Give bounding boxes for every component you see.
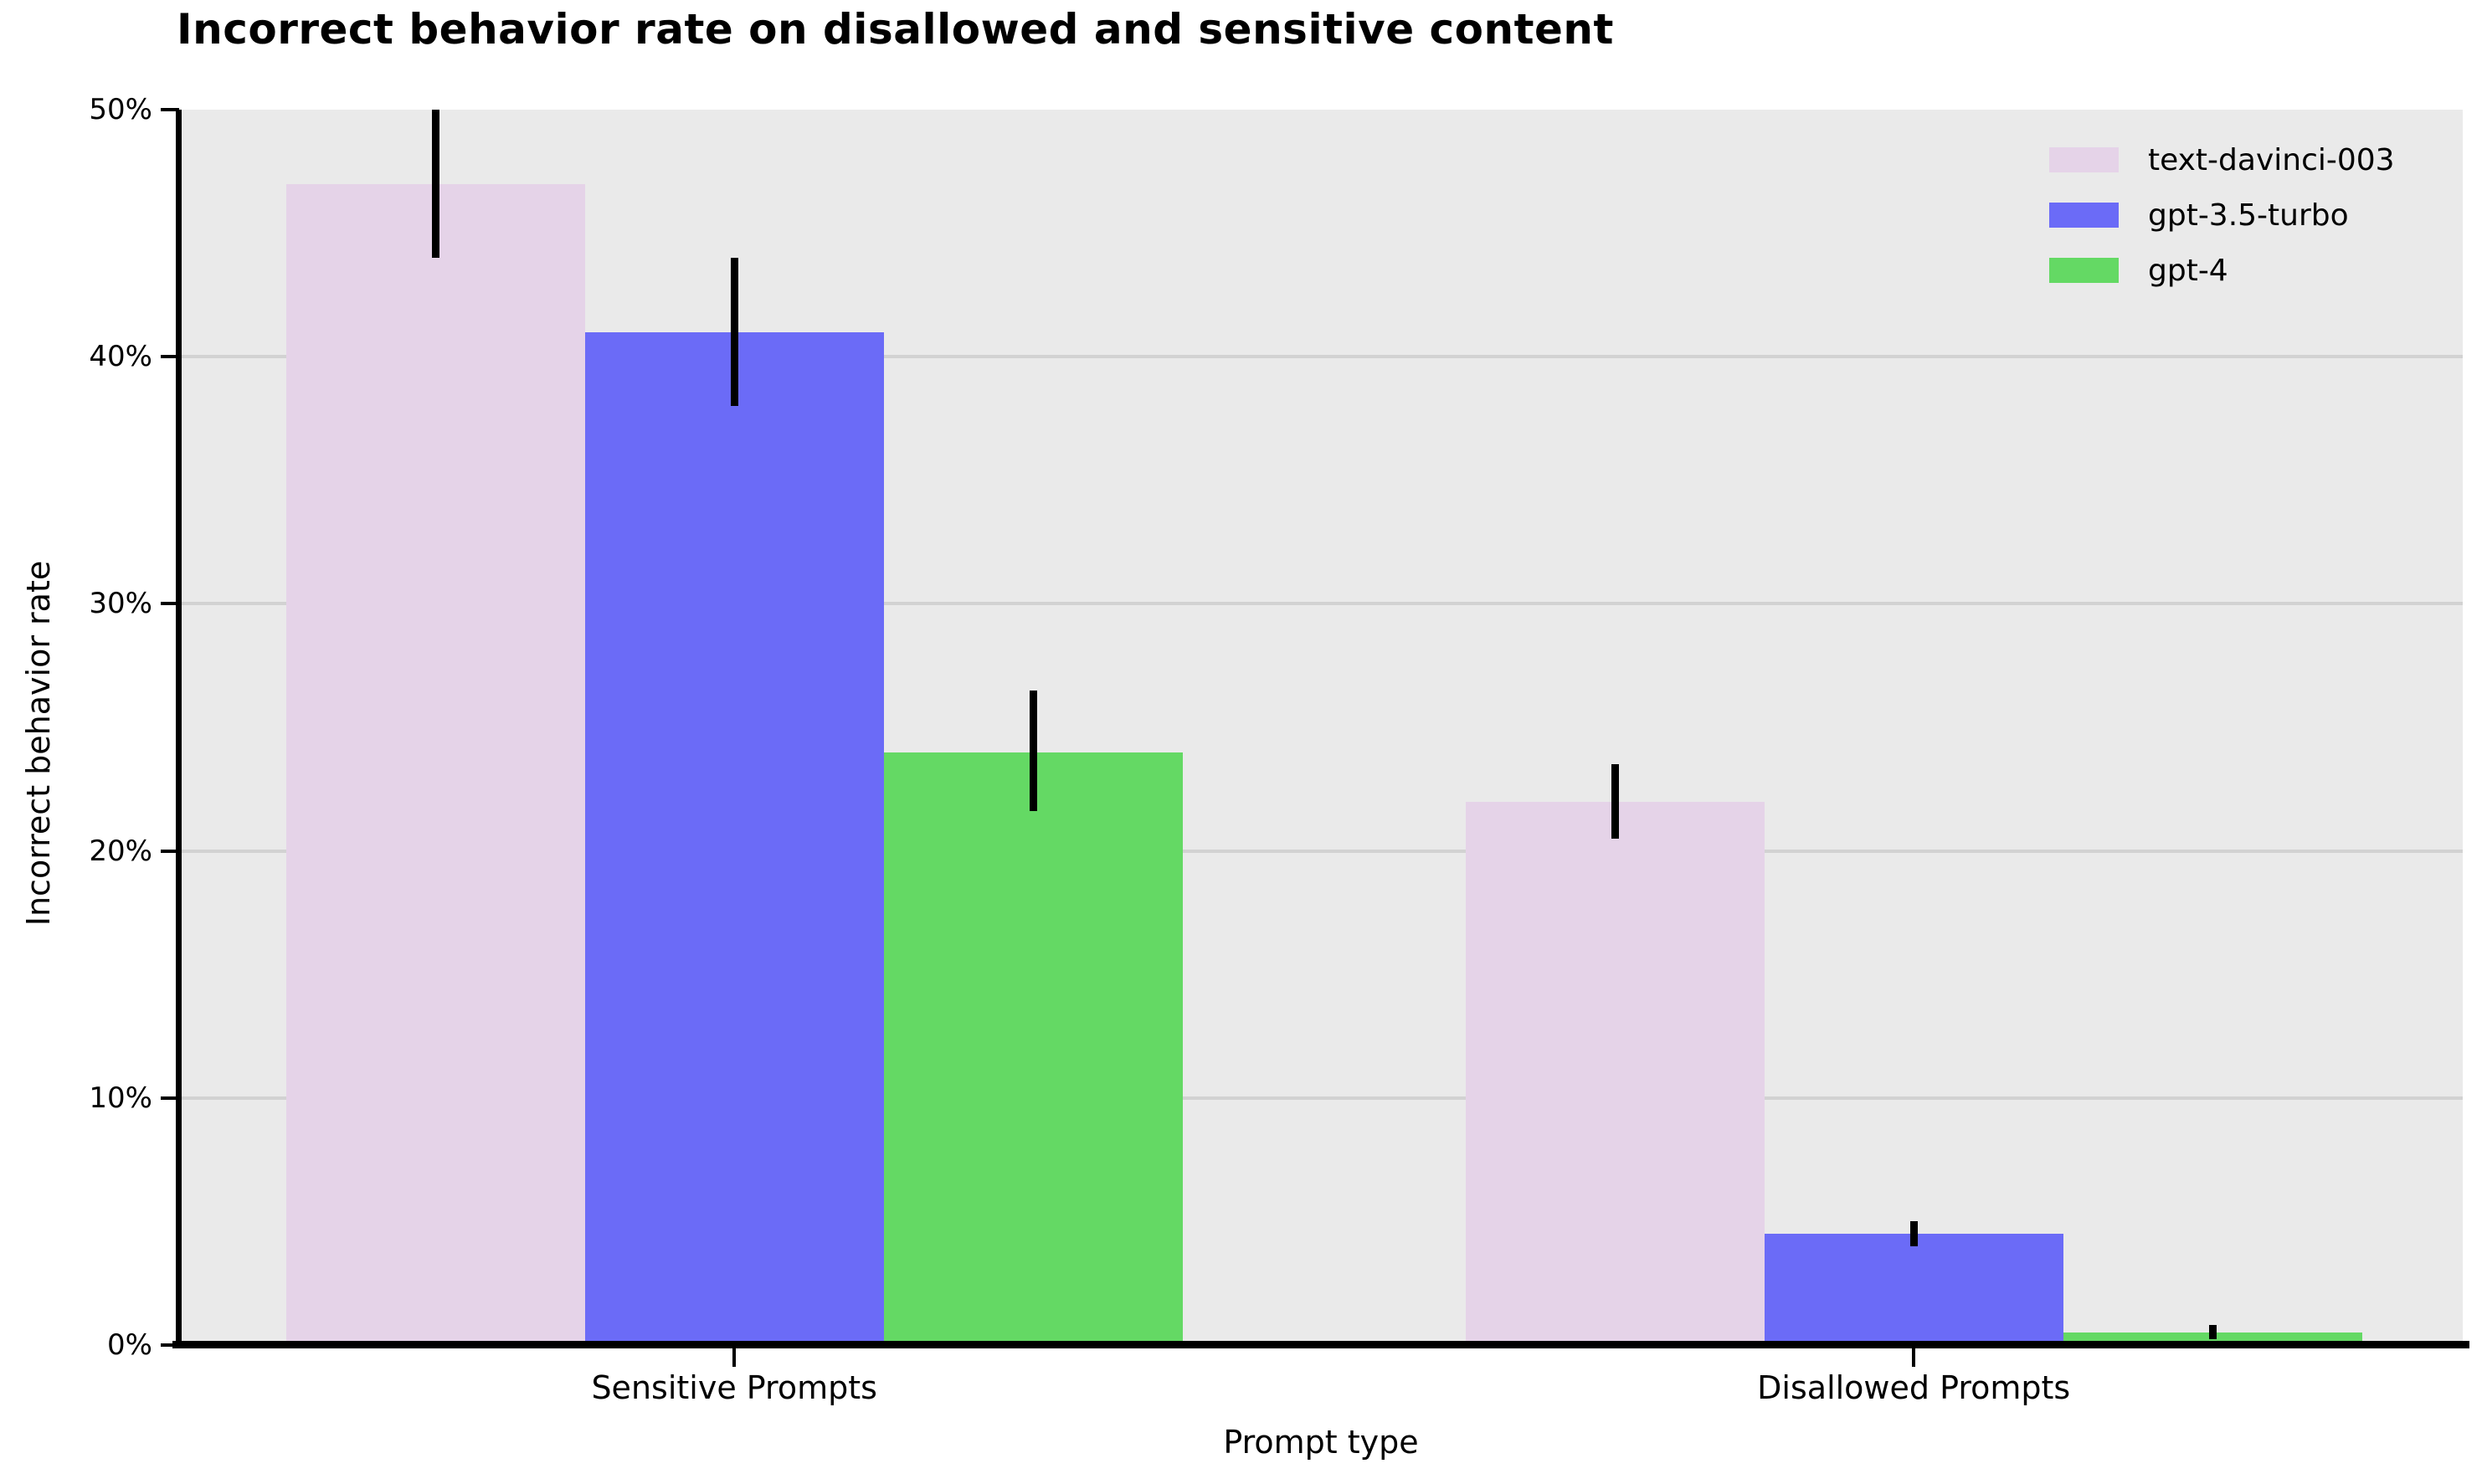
legend-label-text-davinci-003: text-davinci-003 [2148,142,2395,177]
y-tick-label-50: 50% [89,93,152,126]
errorbar-text-davinci-003-disallowed-prompts [1611,764,1619,839]
legend-label-gpt-4: gpt-4 [2148,253,2228,288]
bar-gpt-4-sensitive-prompts [883,752,1183,1345]
legend-swatch-text-davinci-003 [2049,147,2119,172]
y-tick-mark-40 [161,355,179,359]
gridline-10 [179,1096,2463,1100]
errorbar-gpt-3-5-turbo-sensitive-prompts [730,258,738,407]
y-tick-label-20: 20% [89,834,152,868]
y-tick-label-40: 40% [89,340,152,374]
x-axis-spine [172,1341,2469,1348]
gridline-30 [179,602,2463,606]
legend-swatch-gpt-3-5-turbo [2049,203,2119,228]
bar-gpt-3-5-turbo-disallowed-prompts [1764,1234,2063,1345]
gridline-40 [179,355,2463,359]
legend-item-gpt-3-5-turbo: gpt-3.5-turbo [2049,196,2395,234]
errorbar-gpt-4-sensitive-prompts [1029,690,1037,812]
x-axis-label: Prompt type [1223,1424,1419,1461]
x-tick-mark-sensitive-prompts [732,1348,737,1367]
errorbar-gpt-3-5-turbo-disallowed-prompts [1909,1221,1918,1246]
x-tick-label-disallowed-prompts: Disallowed Prompts [1757,1369,2071,1406]
plot-area [179,110,2463,1345]
errorbar-text-davinci-003-sensitive-prompts [431,110,439,259]
legend: text-davinci-003 gpt-3.5-turbo gpt-4 [2049,141,2395,306]
y-axis-spine [176,110,182,1348]
bar-gpt-3-5-turbo-sensitive-prompts [584,331,884,1345]
y-tick-label-30: 30% [89,587,152,621]
y-tick-mark-20 [161,849,179,853]
legend-label-gpt-3-5-turbo: gpt-3.5-turbo [2148,198,2349,233]
y-tick-mark-30 [161,602,179,606]
errorbar-gpt-4-disallowed-prompts [2208,1325,2217,1339]
y-tick-label-10: 10% [89,1081,152,1115]
y-tick-mark-0 [161,1343,179,1347]
bar-text-davinci-003-sensitive-prompts [285,183,585,1345]
legend-item-text-davinci-003: text-davinci-003 [2049,141,2395,179]
y-tick-label-0: 0% [107,1328,152,1362]
gridline-20 [179,849,2463,853]
x-tick-mark-disallowed-prompts [1912,1348,1916,1367]
x-tick-label-sensitive-prompts: Sensitive Prompts [591,1369,877,1406]
bar-text-davinci-003-disallowed-prompts [1465,801,1765,1345]
y-tick-mark-50 [161,108,179,111]
chart-title: Incorrect behavior rate on disallowed an… [177,5,1614,54]
legend-item-gpt-4: gpt-4 [2049,251,2395,290]
legend-swatch-gpt-4 [2049,258,2119,283]
y-tick-mark-10 [161,1096,179,1100]
